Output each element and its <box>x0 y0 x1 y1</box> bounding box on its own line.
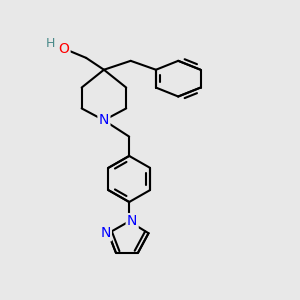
Text: O: O <box>58 42 69 56</box>
Text: N: N <box>100 226 111 240</box>
Text: H: H <box>46 37 55 50</box>
Text: N: N <box>127 214 137 228</box>
Text: N: N <box>99 113 109 127</box>
